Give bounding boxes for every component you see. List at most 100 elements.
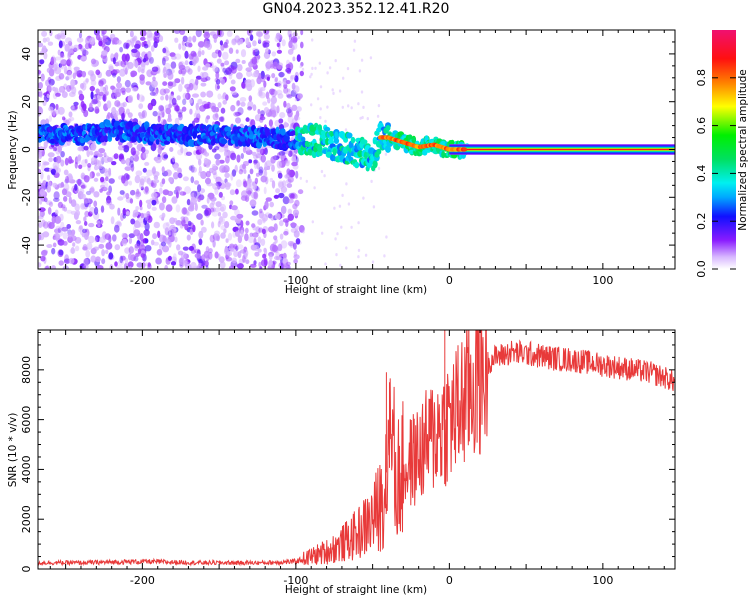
noise-cell — [262, 101, 268, 106]
noise-cell — [198, 165, 202, 174]
ridge-cell — [301, 136, 306, 142]
noise-cell — [186, 234, 191, 241]
noise-cell — [47, 83, 53, 91]
noise-cell — [137, 248, 142, 255]
noise-cell — [83, 109, 89, 118]
noise-cell — [42, 250, 48, 255]
noise-cell — [54, 228, 61, 234]
noise-cell — [287, 88, 291, 93]
noise-cell — [161, 178, 166, 185]
noise-cell — [218, 159, 225, 164]
noise-cell — [225, 155, 230, 164]
noise-cell — [72, 72, 77, 80]
noise-cell — [223, 151, 229, 157]
noise-cell — [70, 104, 75, 110]
noise-cell — [313, 186, 316, 190]
noise-cell — [294, 75, 299, 83]
noise-cell — [102, 95, 106, 101]
noise-cell — [81, 159, 88, 168]
noise-cell — [236, 100, 241, 106]
figure-title: GN04.2023.352.12.41.R20 — [262, 1, 450, 17]
noise-cell — [236, 244, 244, 250]
noise-cell — [263, 33, 270, 40]
noise-cell — [285, 160, 290, 167]
noise-cell — [68, 49, 72, 55]
noise-cell — [170, 61, 177, 69]
noise-cell — [197, 98, 203, 105]
noise-cell — [165, 204, 173, 212]
noise-cell — [224, 172, 230, 178]
noise-cell — [318, 61, 321, 65]
noise-cell — [124, 79, 131, 88]
ridge-cell — [297, 132, 302, 141]
noise-cell — [47, 180, 52, 189]
noise-cell — [152, 179, 160, 184]
noise-cell — [220, 232, 226, 239]
noise-cell — [199, 188, 206, 194]
noise-cell — [52, 147, 57, 152]
noise-cell — [296, 93, 303, 99]
noise-cell — [292, 56, 296, 62]
noise-cell — [70, 79, 76, 87]
noise-cell — [185, 92, 191, 100]
y-tick-label: 0 — [20, 566, 33, 573]
noise-cell — [215, 159, 221, 166]
noise-cell — [170, 261, 177, 266]
noise-cell — [237, 235, 243, 244]
noise-cell — [125, 211, 131, 216]
noise-cell — [271, 164, 275, 172]
noise-cell — [194, 248, 201, 254]
ridge-cell — [376, 148, 382, 155]
noise-cell — [287, 213, 294, 221]
noise-cell — [75, 210, 81, 217]
noise-cell — [62, 196, 68, 202]
noise-cell — [272, 106, 278, 111]
noise-cell — [347, 202, 351, 206]
noise-cell — [258, 261, 262, 268]
noise-cell — [44, 167, 51, 172]
noise-cell — [180, 67, 187, 75]
noise-cell — [339, 263, 342, 267]
noise-cell — [184, 261, 191, 269]
noise-cell — [246, 187, 251, 196]
noise-cell — [203, 157, 209, 164]
noise-cell — [294, 249, 298, 253]
noise-cell — [136, 222, 141, 228]
noise-cell — [139, 233, 144, 242]
noise-cell — [252, 40, 257, 47]
noise-cell — [98, 40, 103, 47]
noise-cell — [282, 263, 290, 269]
noise-cell — [154, 31, 160, 36]
noise-cell — [254, 114, 262, 122]
noise-cell — [38, 107, 44, 115]
noise-cell — [124, 166, 132, 172]
noise-cell — [237, 107, 244, 116]
noise-cell — [197, 258, 204, 264]
noise-cell — [253, 182, 257, 190]
noise-cell — [153, 41, 158, 48]
noise-cell — [244, 233, 249, 242]
noise-cell — [38, 70, 42, 75]
noise-cell — [40, 171, 44, 180]
x-tick-label: -200 — [130, 274, 155, 287]
noise-cell — [119, 46, 123, 53]
y-tick-label: 40 — [20, 47, 33, 61]
noise-cell — [268, 119, 273, 127]
noise-cell — [157, 110, 163, 116]
ridge-cell — [280, 128, 286, 136]
noise-cell — [311, 220, 314, 224]
noise-cell — [299, 176, 302, 180]
noise-cell — [370, 179, 373, 183]
ridge-cell — [50, 138, 56, 144]
noise-cell — [225, 181, 229, 186]
noise-cell — [198, 262, 202, 267]
noise-cell — [285, 67, 292, 73]
noise-cell — [256, 76, 262, 85]
noise-cell — [162, 47, 167, 54]
noise-cell — [296, 54, 301, 62]
noise-cell — [65, 76, 70, 81]
noise-cell — [73, 44, 80, 52]
noise-cell — [266, 59, 273, 67]
noise-cell — [286, 168, 291, 176]
noise-cell — [277, 93, 284, 99]
